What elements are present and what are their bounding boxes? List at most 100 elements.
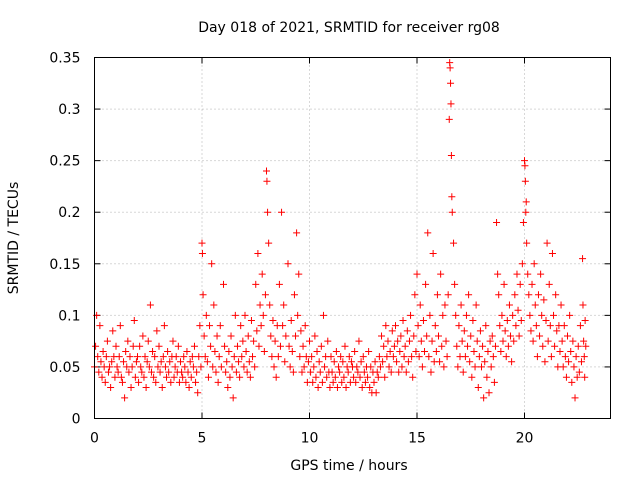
data-point [149, 347, 157, 355]
data-point [264, 208, 272, 216]
data-point [509, 311, 517, 319]
data-point [243, 368, 251, 376]
data-point [311, 332, 319, 340]
data-point [371, 358, 379, 366]
data-point [236, 373, 244, 381]
data-point [447, 151, 455, 159]
data-point [507, 332, 515, 340]
data-point [501, 327, 509, 335]
data-point [152, 378, 160, 386]
data-point [551, 342, 559, 350]
data-point [458, 337, 466, 345]
data-point [98, 373, 106, 381]
data-point [96, 322, 104, 330]
data-point [136, 342, 144, 350]
data-point [171, 363, 179, 371]
data-point [109, 327, 117, 335]
data-point [483, 373, 491, 381]
data-point [423, 332, 431, 340]
data-point [232, 368, 240, 376]
y-tick-label: 0.35 [49, 51, 80, 67]
x-tick-label: 0 [90, 431, 99, 447]
data-point [569, 337, 577, 345]
data-point [566, 311, 574, 319]
data-point [107, 384, 115, 392]
data-point [422, 280, 430, 288]
data-point [267, 332, 275, 340]
x-tick-labels: 0 5 10 15 20 [90, 431, 533, 447]
data-point [572, 353, 580, 361]
data-point [580, 337, 588, 345]
y-tick-label: 0.15 [49, 257, 80, 273]
data-point [478, 363, 485, 371]
data-point [480, 394, 488, 402]
data-point [125, 368, 133, 376]
data-point [292, 332, 300, 340]
data-point [413, 270, 421, 278]
data-point [239, 337, 247, 345]
data-point [531, 301, 539, 309]
data-point [517, 317, 525, 325]
data-point [214, 378, 222, 386]
data-point [337, 353, 345, 361]
data-point [116, 322, 124, 330]
data-point [545, 280, 553, 288]
data-point [259, 311, 267, 319]
data-point [393, 358, 401, 366]
data-point [553, 327, 561, 335]
data-point [410, 332, 418, 340]
data-point [387, 368, 395, 376]
data-point [536, 332, 544, 340]
data-point [471, 363, 479, 371]
data-point [270, 363, 278, 371]
data-point [160, 322, 168, 330]
data-point [132, 358, 140, 366]
data-point [94, 353, 102, 361]
data-point [357, 358, 365, 366]
data-point [515, 332, 523, 340]
data-point [342, 384, 350, 392]
y-tick-label: 0.3 [58, 102, 80, 118]
data-point [108, 358, 116, 366]
data-point [229, 394, 237, 402]
data-point [263, 167, 270, 175]
data-point [435, 332, 442, 340]
data-point [443, 353, 451, 361]
data-point [193, 368, 201, 376]
data-point [444, 291, 452, 299]
data-point [288, 347, 296, 355]
data-point [313, 347, 321, 355]
data-point [418, 363, 426, 371]
data-point [235, 358, 243, 366]
data-point [310, 363, 318, 371]
data-point [316, 368, 324, 376]
data-point [392, 322, 399, 330]
data-point [279, 322, 287, 330]
data-point [405, 337, 413, 345]
data-point [448, 208, 456, 216]
data-point [321, 363, 329, 371]
data-point [530, 260, 538, 268]
data-point [340, 373, 348, 381]
data-point [561, 353, 569, 361]
data-point [577, 358, 585, 366]
data-point [543, 239, 551, 247]
data-point [230, 353, 238, 361]
data-point [139, 332, 147, 340]
data-point [312, 373, 320, 381]
data-point [189, 363, 197, 371]
x-axis-label: GPS time / hours [290, 458, 407, 474]
x-tick-label: 15 [408, 431, 426, 447]
data-point [581, 373, 589, 381]
data-point [169, 337, 177, 345]
chart-title: Day 018 of 2021, SRMTID for receiver rg0… [198, 20, 500, 36]
x-tick-label: 10 [301, 431, 319, 447]
data-point [351, 347, 359, 355]
data-point [441, 301, 449, 309]
data-point [175, 378, 183, 386]
plot-frame [94, 57, 611, 419]
data-point [333, 384, 341, 392]
data-point [417, 337, 425, 345]
data-point [455, 322, 463, 330]
data-point [190, 342, 198, 350]
